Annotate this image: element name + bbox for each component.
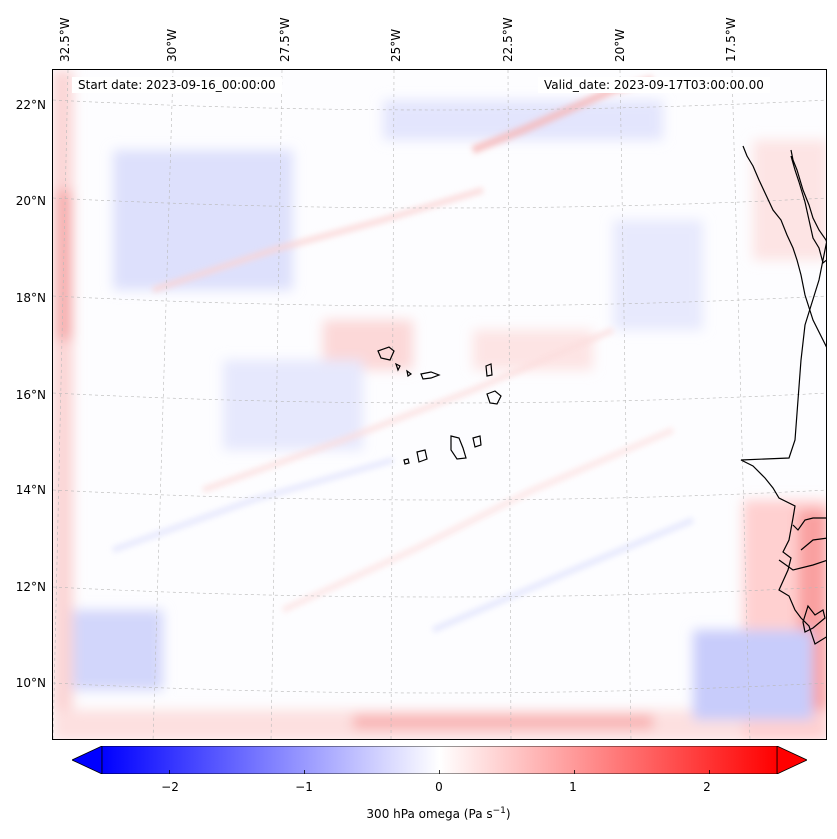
lon-label-30w: 30°W	[165, 28, 179, 62]
coastlines	[740, 145, 826, 645]
lat-label-16n: 16°N	[15, 388, 46, 402]
northwest-negative	[113, 150, 293, 290]
lon-label-22-5w: 22.5°W	[501, 17, 515, 62]
colorbar-tick-label: 1	[569, 780, 577, 794]
omega-field-map	[53, 70, 826, 739]
island-santiago	[450, 435, 467, 460]
island-sao-nicolau	[420, 371, 441, 380]
island-santa-luzia	[406, 369, 413, 377]
lon-label-17-5w: 17.5°W	[724, 17, 738, 62]
south-boundary-strong	[353, 715, 653, 729]
colorbar-label: 300 hPa omega (Pa s−1)	[0, 806, 837, 821]
cape-verde-islands	[377, 346, 502, 465]
island-boa-vista	[486, 390, 502, 405]
lat-label-10n: 10°N	[15, 676, 46, 690]
island-fogo	[416, 449, 428, 463]
valid-date-label: Valid_date: 2023-09-17T03:00:00.00	[538, 77, 770, 93]
colorbar-tick-label: 0	[435, 780, 443, 794]
central-negative	[223, 360, 363, 450]
colorbar-label-end: )	[505, 807, 511, 821]
colorbar-tick-label: 2	[703, 780, 711, 794]
colorbar-label-text: 300 hPa omega (Pa s	[366, 807, 493, 821]
africa-northwest-coast	[742, 145, 826, 348]
island-sao-vicente	[394, 362, 401, 372]
lat-label-12n: 12°N	[15, 580, 46, 594]
colorbar-label-sup: −1	[492, 806, 506, 816]
colorbar-tick-label: −2	[161, 780, 179, 794]
northeast-negative	[613, 220, 703, 330]
lat-label-22n: 22°N	[15, 98, 46, 112]
colorbar-extend-high	[776, 745, 808, 775]
colorbar-extend-low	[71, 745, 103, 775]
island-santo-antao	[377, 346, 395, 361]
southwest-negative	[73, 610, 163, 690]
colorbar	[71, 745, 808, 775]
start-date-label: Start date: 2023-09-16_00:00:00	[72, 77, 282, 93]
island-sal	[485, 363, 493, 377]
island-brava	[403, 458, 410, 465]
lat-label-20n: 20°N	[15, 194, 46, 208]
lon-label-20w: 20°W	[613, 28, 627, 62]
island-maio	[472, 435, 482, 448]
colorbar-tick-label: −1	[295, 780, 313, 794]
map-gridlines	[53, 70, 826, 739]
lon-label-27-5w: 27.5°W	[278, 17, 292, 62]
africa-west-coast	[740, 241, 826, 645]
southeast-negative	[693, 630, 813, 720]
omega-field-patches	[53, 70, 826, 739]
colorbar-gradient	[101, 745, 778, 775]
colorbar-ticks	[169, 770, 710, 774]
lat-label-14n: 14°N	[15, 483, 46, 497]
lat-label-18n: 18°N	[15, 291, 46, 305]
lon-label-25w: 25°W	[389, 28, 403, 62]
west-boundary-strong	[57, 190, 71, 340]
lon-label-32-5w: 32.5°W	[58, 17, 72, 62]
west-boundary-positive	[53, 70, 73, 739]
map-panel	[52, 69, 827, 740]
